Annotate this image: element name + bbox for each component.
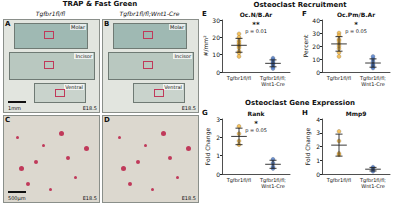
svg-text:Wnt1-Cre: Wnt1-Cre <box>361 81 385 87</box>
html-text:E18.5: E18.5 <box>181 195 196 201</box>
svg-text:Wnt1-Cre: Wnt1-Cre <box>261 81 285 87</box>
html-text:Tgfbr1fl/fl;Wnt1-Cre: Tgfbr1fl/fl;Wnt1-Cre <box>119 10 180 17</box>
svg-text:30: 30 <box>312 30 320 37</box>
svg-text:2: 2 <box>316 143 320 150</box>
svg-text:Tgfbr1fl/fl: Tgfbr1fl/fl <box>326 177 351 184</box>
svg-text:Mmp9: Mmp9 <box>346 110 367 118</box>
svg-text:Oc.Pm/B.Ar: Oc.Pm/B.Ar <box>337 11 375 18</box>
html-text:D: D <box>104 116 110 124</box>
svg-text:20: 20 <box>312 43 320 50</box>
svg-text:H: H <box>302 109 308 117</box>
html-text:TRAP & Fast Green: TRAP & Fast Green <box>62 0 138 8</box>
svg-text:G: G <box>202 109 208 117</box>
svg-text:Tgfbr1fl/fl: Tgfbr1fl/fl <box>226 75 251 82</box>
svg-text:Fold Change: Fold Change <box>204 128 212 166</box>
svg-text:20: 20 <box>212 34 220 41</box>
svg-text:#/mm²: #/mm² <box>202 35 209 57</box>
html-text:E18.5: E18.5 <box>181 105 196 111</box>
html-text:1mm: 1mm <box>8 105 21 111</box>
html-text:Incisor: Incisor <box>174 53 191 59</box>
svg-text:Wnt1-Cre: Wnt1-Cre <box>361 183 385 189</box>
svg-text:10: 10 <box>212 51 220 58</box>
svg-text:Tgfbr1fl/fl: Tgfbr1fl/fl <box>326 75 351 82</box>
svg-text:Fold Change: Fold Change <box>304 128 312 166</box>
svg-text:Tgfbr1fl/fl: Tgfbr1fl/fl <box>226 177 251 184</box>
svg-text:1: 1 <box>216 152 220 159</box>
html-text:Molar: Molar <box>170 24 184 30</box>
html-text:Tgfbr1fl/fl: Tgfbr1fl/fl <box>35 10 66 17</box>
svg-text:3: 3 <box>316 129 320 136</box>
svg-text:0: 0 <box>216 171 220 178</box>
svg-text:2: 2 <box>216 134 220 141</box>
svg-text:E: E <box>202 10 207 18</box>
svg-text:Oc.N/B.Ar: Oc.N/B.Ar <box>240 11 273 18</box>
svg-text:Wnt1-Cre: Wnt1-Cre <box>261 183 285 189</box>
svg-text:0: 0 <box>216 69 220 76</box>
svg-text:0: 0 <box>316 69 320 76</box>
svg-text:F: F <box>302 10 307 18</box>
svg-text:p = 0.01: p = 0.01 <box>245 28 267 35</box>
html-text:E18.5: E18.5 <box>82 195 97 201</box>
html-text:A: A <box>5 20 11 28</box>
svg-text:p = 0.05: p = 0.05 <box>345 28 367 35</box>
svg-text:p = 0.05: p = 0.05 <box>245 127 267 134</box>
html-text:C: C <box>5 116 11 124</box>
svg-text:Osteoclast Gene Expression: Osteoclast Gene Expression <box>245 99 355 107</box>
svg-text:Tgfbr1fl/fl;: Tgfbr1fl/fl; <box>360 177 386 183</box>
svg-text:40: 40 <box>312 17 320 24</box>
html-text:Ventral: Ventral <box>65 84 83 90</box>
html-text:Molar: Molar <box>71 24 85 30</box>
svg-text:3: 3 <box>216 116 220 123</box>
html-text:Ventral: Ventral <box>164 84 182 90</box>
svg-text:30: 30 <box>212 17 220 24</box>
svg-text:Tgfbr1fl/fl;: Tgfbr1fl/fl; <box>260 75 286 81</box>
html-text:Incisor: Incisor <box>75 53 92 59</box>
svg-text:4: 4 <box>316 116 320 123</box>
svg-text:0: 0 <box>316 171 320 178</box>
svg-text:Tgfbr1fl/fl;: Tgfbr1fl/fl; <box>360 75 386 81</box>
svg-text:Tgfbr1fl/fl;: Tgfbr1fl/fl; <box>260 177 286 183</box>
svg-text:10: 10 <box>312 56 320 63</box>
svg-text:1: 1 <box>316 157 320 164</box>
html-text:B: B <box>104 20 110 28</box>
svg-text:Rank: Rank <box>248 110 266 117</box>
svg-text:Percent: Percent <box>302 34 309 57</box>
html-text:500μm: 500μm <box>8 195 26 201</box>
html-text:E18.5: E18.5 <box>82 105 97 111</box>
svg-text:Osteoclast Recruitment: Osteoclast Recruitment <box>253 1 347 9</box>
